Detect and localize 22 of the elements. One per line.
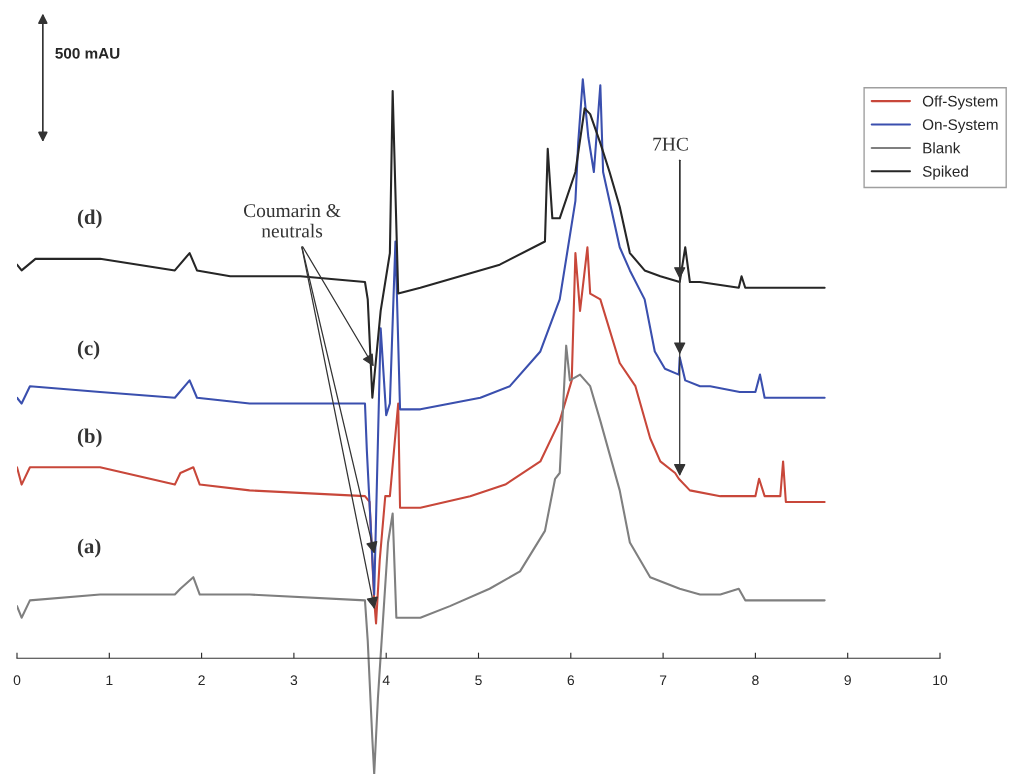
annotation: 7HC: [653, 137, 688, 151]
legend-label: Off-System: [922, 95, 998, 110]
x-tick-label: 10: [933, 675, 948, 686]
text: 500 mAU: [55, 47, 120, 59]
x-tick-label: 7: [659, 675, 667, 685]
x-tick-label: 8: [752, 675, 759, 686]
x-tick-label: 1: [106, 675, 113, 685]
annotation: (c): [77, 340, 100, 360]
annotation: (d): [77, 209, 102, 229]
x-tick-label: 4: [382, 675, 390, 685]
legend-label: On-System: [922, 119, 998, 134]
x-tick-label: 0: [13, 675, 21, 686]
x-tick-label: 9: [844, 675, 851, 686]
x-tick-label: 3: [290, 675, 298, 686]
legend-label: Blank: [923, 142, 961, 154]
annotation: Coumarin & neutrals: [243, 204, 341, 238]
x-tick-label: 6: [567, 675, 575, 686]
annotation: (b): [77, 428, 102, 448]
x-tick-label: 2: [198, 675, 205, 685]
legend-label: Spiked: [922, 165, 968, 180]
annotation: (a): [77, 538, 101, 558]
x-tick-label: 5: [475, 675, 482, 686]
